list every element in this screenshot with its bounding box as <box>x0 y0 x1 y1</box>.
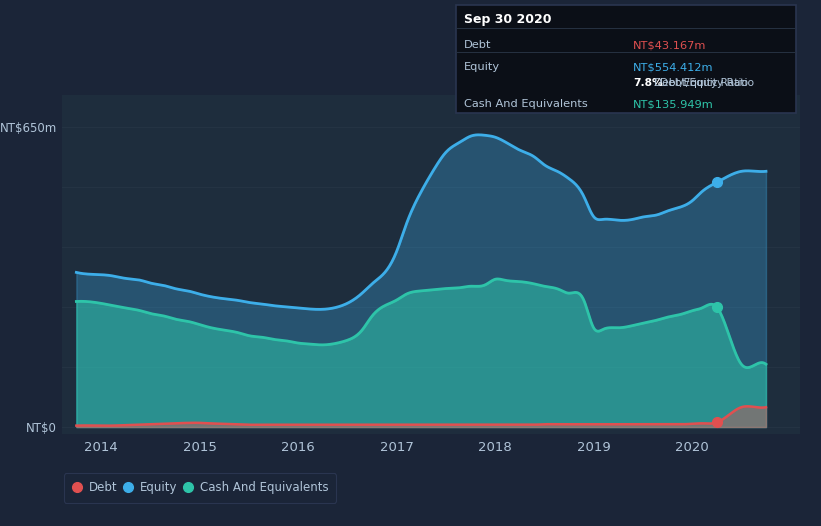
Text: Equity: Equity <box>464 63 500 73</box>
Text: Debt/Equity Ratio: Debt/Equity Ratio <box>633 78 754 88</box>
Text: NT$43.167m: NT$43.167m <box>633 41 706 50</box>
Legend: Debt, Equity, Cash And Equivalents: Debt, Equity, Cash And Equivalents <box>64 473 337 503</box>
Text: NT$135.949m: NT$135.949m <box>633 99 713 109</box>
Text: Debt: Debt <box>464 41 491 50</box>
Text: Debt/Equity Ratio: Debt/Equity Ratio <box>654 78 748 88</box>
Text: Sep 30 2020: Sep 30 2020 <box>464 13 552 26</box>
Text: Cash And Equivalents: Cash And Equivalents <box>464 99 588 109</box>
Text: 7.8%: 7.8% <box>633 78 663 88</box>
Text: NT$554.412m: NT$554.412m <box>633 63 713 73</box>
